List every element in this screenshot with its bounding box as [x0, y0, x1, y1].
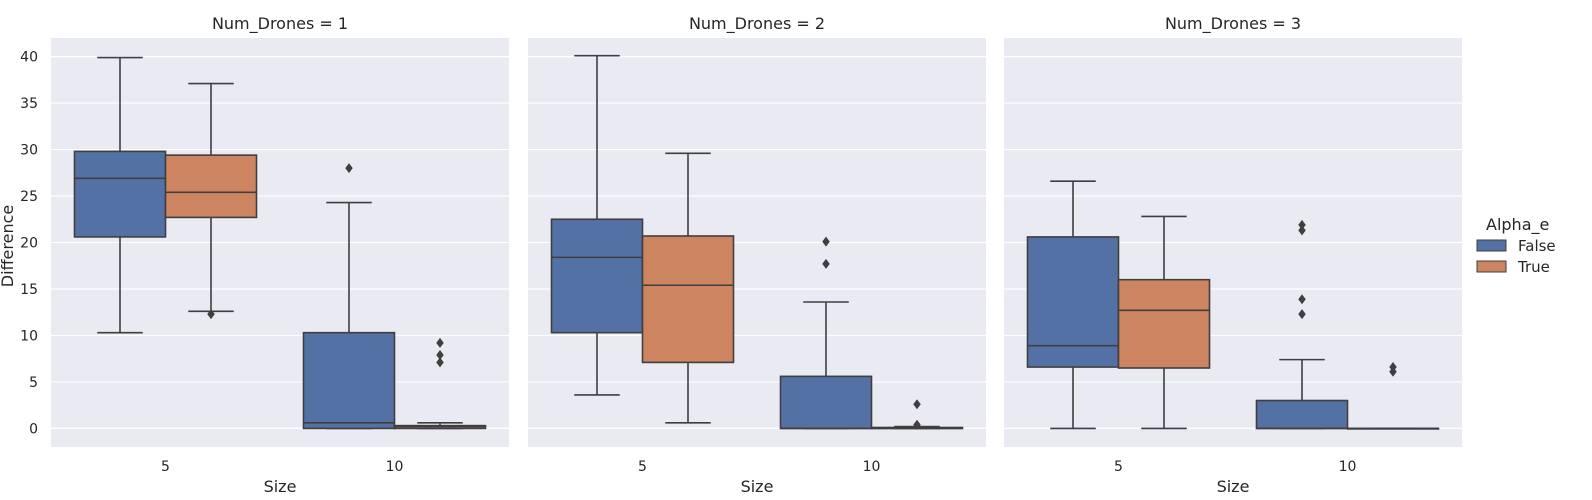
legend-label: True — [1517, 258, 1550, 276]
box — [1026, 236, 1120, 368]
box — [164, 154, 258, 219]
outlier-point — [207, 309, 215, 320]
legend-label: False — [1518, 237, 1556, 255]
box — [550, 218, 644, 334]
facet-panel: Num_Drones = 3 5 10 Size — [1004, 14, 1462, 496]
y-tick-label: 25 — [20, 189, 38, 205]
box-group — [641, 152, 735, 424]
y-tick-label: 10 — [20, 328, 38, 344]
y-tick-label: 0 — [29, 421, 38, 437]
facet-title: Num_Drones = 3 — [1165, 14, 1301, 34]
facets-layer: Num_Drones = 1 5 10 Size Num_Drones = 2 5 10 Si… — [51, 14, 1462, 496]
box-group — [870, 399, 964, 430]
y-axis-label: Difference — [0, 205, 17, 287]
outlier-point — [913, 419, 921, 430]
box-group — [1346, 362, 1440, 430]
x-axis-label: Size — [1217, 477, 1250, 496]
outlier-point — [822, 236, 830, 247]
outlier-point — [913, 399, 921, 410]
outlier-point — [436, 337, 444, 348]
outlier-point — [436, 357, 444, 368]
legend-swatch — [1476, 260, 1507, 273]
y-tick-label: 5 — [29, 375, 38, 391]
outlier-point — [822, 258, 830, 269]
outlier-point — [1389, 362, 1397, 373]
box-group — [1117, 215, 1211, 430]
y-tick-label: 40 — [20, 50, 38, 66]
box-group — [73, 56, 167, 334]
box-group — [1255, 219, 1349, 430]
box-group — [302, 163, 396, 430]
facet-title: Num_Drones = 2 — [689, 14, 825, 34]
x-tick-label: 10 — [386, 459, 404, 475]
y-tick-label: 30 — [20, 143, 38, 159]
outlier-point — [345, 163, 353, 174]
x-tick-label: 5 — [161, 459, 170, 475]
box-group — [393, 337, 487, 430]
legend-title: Alpha_e — [1486, 215, 1549, 235]
y-tick-label: 35 — [20, 96, 38, 112]
box-group — [1026, 180, 1120, 430]
outlier-point — [1298, 309, 1306, 320]
box — [1117, 278, 1211, 369]
outlier-point — [1298, 225, 1306, 236]
outlier-point — [436, 349, 444, 360]
box-group — [164, 82, 258, 320]
y-tick-label: 20 — [20, 236, 38, 252]
box — [641, 235, 735, 364]
box — [779, 375, 873, 430]
outlier-point — [1298, 219, 1306, 230]
x-tick-label: 5 — [638, 459, 647, 475]
x-tick-label: 5 — [1114, 459, 1123, 475]
box — [302, 331, 396, 430]
box — [73, 150, 167, 238]
legend-swatch — [1476, 239, 1507, 252]
box — [1255, 399, 1349, 430]
box-group — [779, 236, 873, 430]
facet-panel: Num_Drones = 2 5 10 Size — [528, 14, 986, 496]
x-axis-label: Size — [741, 477, 774, 496]
outlier-point — [1298, 294, 1306, 305]
x-tick-label: 10 — [863, 459, 881, 475]
facet-panel: Num_Drones = 1 5 10 Size — [51, 14, 509, 496]
x-tick-label: 10 — [1339, 459, 1357, 475]
x-axis-label: Size — [264, 477, 297, 496]
legend: Alpha_e False True — [1476, 215, 1556, 276]
y-tick-label: 15 — [20, 282, 38, 298]
facet-title: Num_Drones = 1 — [212, 14, 348, 34]
